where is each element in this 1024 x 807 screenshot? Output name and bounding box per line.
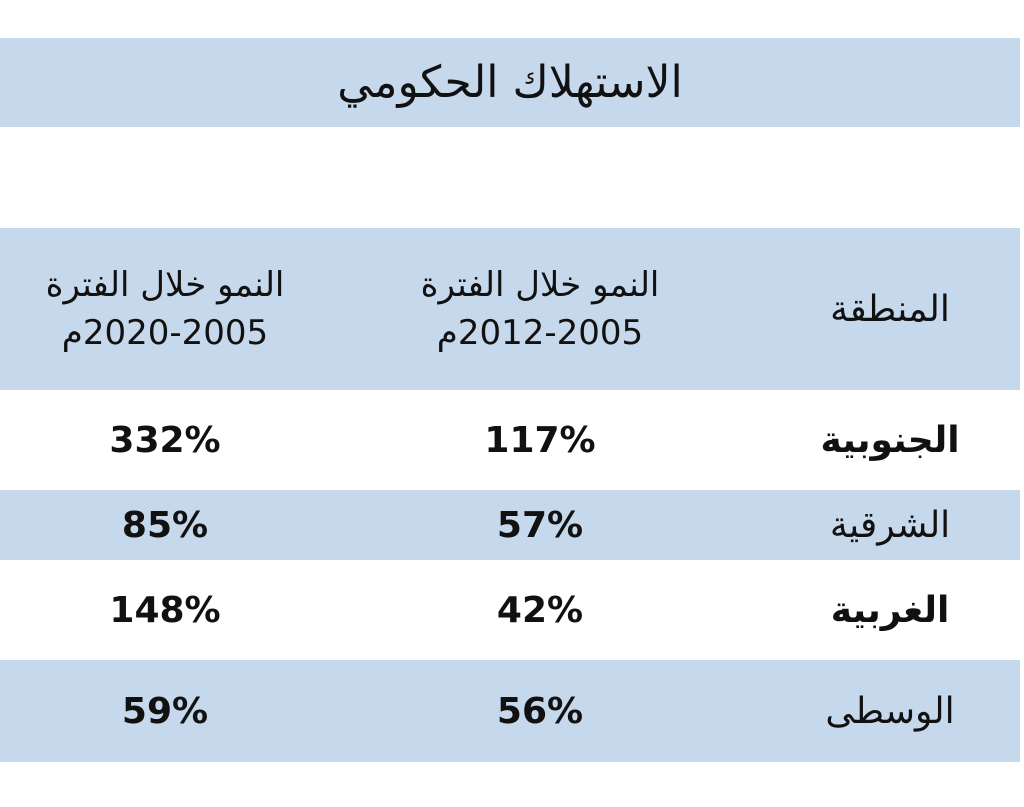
value-cell: 42%	[496, 589, 584, 631]
value-cell: 56%	[496, 690, 584, 732]
row-band	[0, 660, 1020, 762]
value-cell: 59%	[121, 690, 209, 732]
row-band	[0, 490, 1020, 560]
region-cell: الغربية	[830, 589, 950, 631]
header-cell: النمو خلال الفترة 2020-2005م	[10, 228, 320, 390]
header-line: 2020-2005م	[61, 313, 269, 353]
region-cell: الجنوبية	[820, 419, 960, 461]
value-cell: 332%	[109, 419, 221, 461]
value-cell: 57%	[496, 504, 584, 546]
value-cell: 117%	[484, 419, 596, 461]
region-cell: الوسطى	[825, 690, 955, 732]
header-line: النمو خلال الفترة	[420, 265, 660, 305]
value-cell: 148%	[109, 589, 221, 631]
header-cell: النمو خلال الفترة 2012-2005م	[380, 228, 700, 390]
header-line: النمو خلال الفترة	[45, 265, 285, 305]
title: الاستهلاك الحكومي	[0, 38, 1020, 127]
header-band	[0, 228, 1020, 390]
header-cell: المنطقة	[830, 288, 950, 330]
region-cell: الشرقية	[829, 504, 951, 546]
header-line: 2012-2005م	[436, 313, 644, 353]
value-cell: 85%	[121, 504, 209, 546]
